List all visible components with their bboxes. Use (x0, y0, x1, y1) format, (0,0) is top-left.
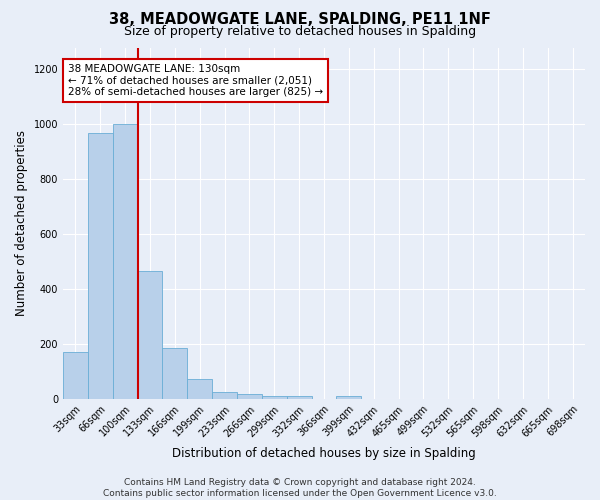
Bar (237, 394, 262, 399)
Y-axis label: Number of detached properties: Number of detached properties (15, 130, 28, 316)
Bar (262, 396, 287, 399)
Text: Size of property relative to detached houses in Spalding: Size of property relative to detached ho… (124, 25, 476, 38)
Bar (113, 124, 137, 399)
Text: 38, MEADOWGATE LANE, SPALDING, PE11 1NF: 38, MEADOWGATE LANE, SPALDING, PE11 1NF (109, 12, 491, 28)
Text: Contains HM Land Registry data © Crown copyright and database right 2024.
Contai: Contains HM Land Registry data © Crown c… (103, 478, 497, 498)
Bar (337, 396, 361, 399)
Bar (163, 348, 187, 399)
X-axis label: Distribution of detached houses by size in Spalding: Distribution of detached houses by size … (172, 447, 476, 460)
Bar (287, 396, 311, 399)
Bar (187, 379, 212, 399)
Text: 38 MEADOWGATE LANE: 130sqm
← 71% of detached houses are smaller (2,051)
28% of s: 38 MEADOWGATE LANE: 130sqm ← 71% of deta… (68, 64, 323, 97)
Bar (63, 352, 88, 399)
Bar (212, 392, 237, 399)
Bar (88, 132, 113, 399)
Bar (137, 271, 163, 399)
